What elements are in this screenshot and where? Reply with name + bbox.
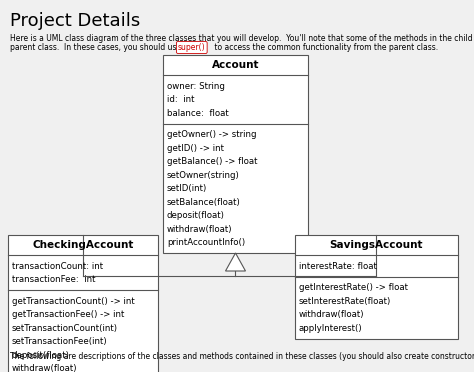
- Text: getOwner() -> string: getOwner() -> string: [167, 131, 256, 140]
- Text: id:  int: id: int: [167, 96, 194, 105]
- Text: getInterestRate() -> float: getInterestRate() -> float: [299, 283, 408, 292]
- Text: getID() -> int: getID() -> int: [167, 144, 224, 153]
- Text: transactionCount: int: transactionCount: int: [12, 262, 103, 271]
- Text: getTransactionFee() -> int: getTransactionFee() -> int: [12, 310, 124, 320]
- Text: setInterestRate(float): setInterestRate(float): [299, 297, 391, 306]
- Text: setTransactionCount(int): setTransactionCount(int): [12, 324, 118, 333]
- Text: The following are descriptions of the classes and methods contained in these cla: The following are descriptions of the cl…: [10, 352, 474, 361]
- Text: to access the common functionality from the parent class.: to access the common functionality from …: [212, 43, 438, 52]
- Text: deposit(float): deposit(float): [167, 211, 225, 221]
- Bar: [295, 235, 458, 339]
- Text: withdraw(float): withdraw(float): [299, 310, 365, 320]
- Text: Account: Account: [212, 60, 259, 70]
- Text: deposit(float): deposit(float): [12, 351, 70, 360]
- Text: setBalance(float): setBalance(float): [167, 198, 241, 207]
- Text: setTransactionFee(int): setTransactionFee(int): [12, 337, 108, 346]
- Text: CheckingAccount: CheckingAccount: [32, 240, 134, 250]
- Text: getBalance() -> float: getBalance() -> float: [167, 157, 257, 166]
- Text: super(): super(): [178, 43, 206, 52]
- Text: getTransactionCount() -> int: getTransactionCount() -> int: [12, 297, 135, 306]
- Text: balance:  float: balance: float: [167, 109, 229, 118]
- Text: setID(int): setID(int): [167, 185, 207, 193]
- Text: applyInterest(): applyInterest(): [299, 324, 363, 333]
- Text: printAccountInfo(): printAccountInfo(): [167, 238, 245, 247]
- Bar: [8, 235, 158, 372]
- Text: Project Details: Project Details: [10, 12, 140, 30]
- Bar: [163, 55, 308, 253]
- Polygon shape: [226, 253, 246, 271]
- Text: Here is a UML class diagram of the three classes that you will develop.  You'll : Here is a UML class diagram of the three…: [10, 34, 474, 43]
- Text: parent class.  In these cases, you should use: parent class. In these cases, you should…: [10, 43, 183, 52]
- Text: transactionFee:  int: transactionFee: int: [12, 275, 95, 285]
- Text: owner: String: owner: String: [167, 82, 225, 91]
- Text: interestRate: float: interestRate: float: [299, 262, 377, 271]
- Text: setOwner(string): setOwner(string): [167, 171, 240, 180]
- Text: SavingsAccount: SavingsAccount: [330, 240, 423, 250]
- Text: withdraw(float): withdraw(float): [12, 365, 78, 372]
- Text: withdraw(float): withdraw(float): [167, 225, 233, 234]
